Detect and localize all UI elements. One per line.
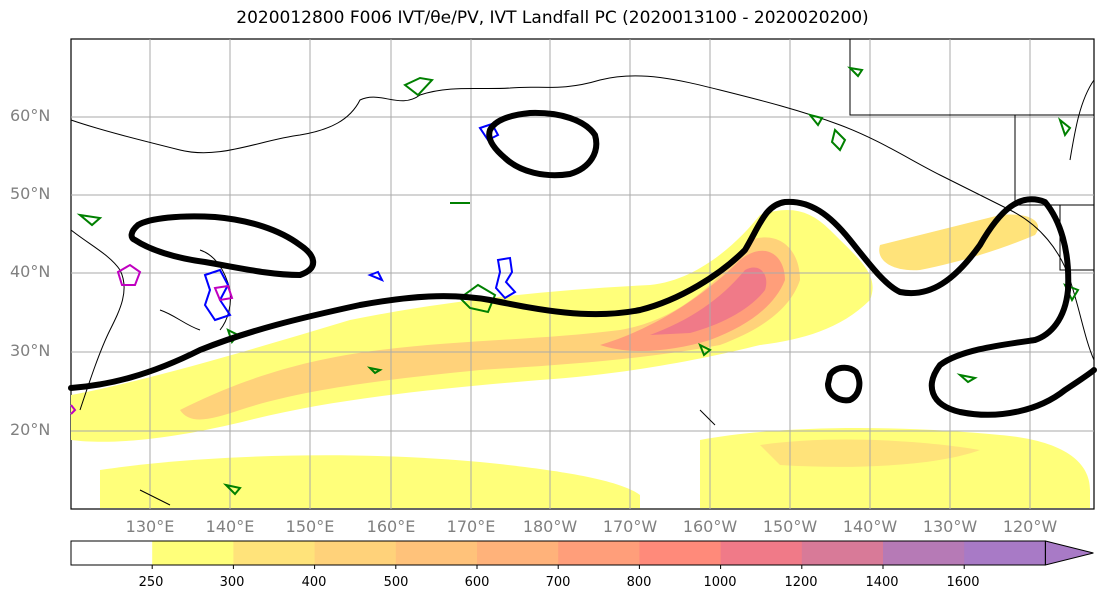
colorbar-tick-label: 800 (626, 575, 652, 590)
page-title: 2020012800 F006 IVT/θe/PV, IVT Landfall … (236, 8, 869, 28)
gridlines (71, 39, 1094, 509)
colorbar-segment (558, 541, 640, 565)
landfall-contour (68, 109, 1097, 418)
lat-label-30n: 30°N (10, 341, 51, 360)
colorbar-segment (71, 541, 153, 565)
pv-contours-magenta (70, 263, 234, 415)
lon-label-170e: 170°E (446, 517, 496, 536)
lat-label-50n: 50°N (10, 184, 51, 203)
pv-contours-blue (203, 122, 517, 322)
colorbar-segment (395, 541, 478, 565)
colorbar-segment (964, 541, 1046, 565)
colorbar-segment (314, 541, 397, 565)
lon-label-180w: 180°W (522, 517, 578, 536)
colorbar-tick-label: 300 (219, 575, 245, 590)
lon-label-160e: 160°E (366, 517, 416, 536)
colorbar-tick-label: 1000 (703, 575, 737, 590)
colorbar-segment (477, 541, 559, 565)
colorbar-extend-arrow (1044, 540, 1094, 566)
colorbar-tick-label: 400 (301, 575, 327, 590)
lat-label-20n: 20°N (10, 420, 51, 439)
lon-label-130e: 130°E (125, 517, 175, 536)
lon-label-170w: 170°W (602, 517, 658, 536)
colorbar-segment (801, 541, 884, 565)
colorbar-tick-label: 600 (464, 575, 490, 590)
colorbar-segment (639, 541, 722, 565)
colorbar-tick-label: 1600 (946, 575, 980, 590)
lon-label-150w: 150°W (762, 517, 818, 536)
colorbar-segment (233, 541, 316, 565)
lon-label-130w: 130°W (922, 517, 978, 536)
lon-label-120w: 120°W (1002, 517, 1058, 536)
lon-label-150e: 150°E (285, 517, 335, 536)
lat-label-60n: 60°N (10, 106, 51, 125)
lat-label-40n: 40°N (10, 262, 51, 281)
lon-label-140e: 140°E (205, 517, 255, 536)
colorbar-tick-label: 500 (383, 575, 409, 590)
colorbar-segment (720, 541, 803, 565)
colorbar (70, 540, 1094, 569)
colorbar-segment (152, 541, 234, 565)
colorbar-tick-label: 250 (138, 575, 164, 590)
colorbar-segment (883, 541, 965, 565)
colorbar-tick-label: 1200 (784, 575, 818, 590)
colorbar-tick-label: 1400 (865, 575, 899, 590)
colorbar-tick-label: 700 (545, 575, 571, 590)
lon-label-160w: 160°W (682, 517, 738, 536)
lon-label-140w: 140°W (842, 517, 898, 536)
